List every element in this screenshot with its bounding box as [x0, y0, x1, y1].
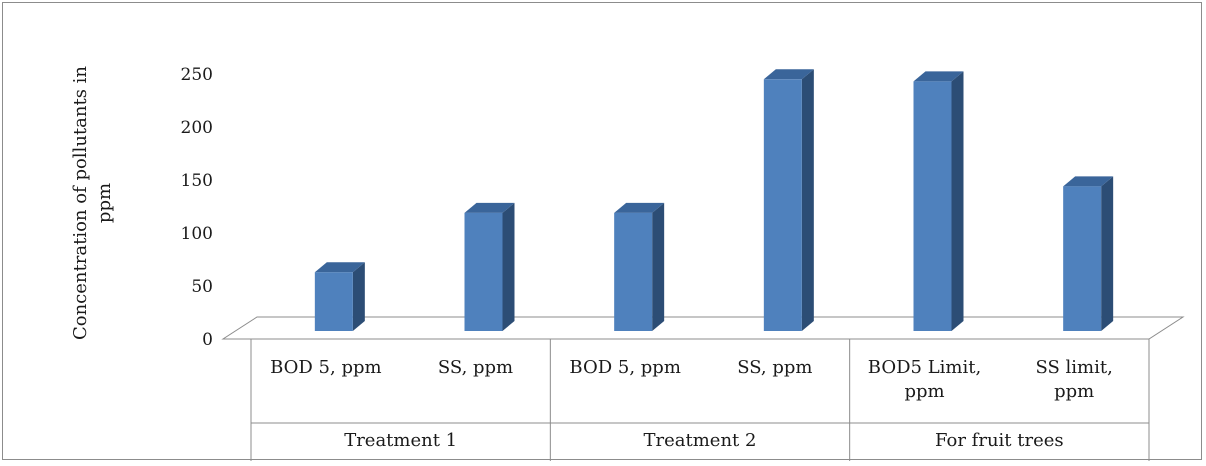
x-tick-label: SS, ppm	[438, 357, 513, 378]
x-tick-label: BOD 5, ppm	[569, 357, 680, 378]
x-tick-label-line: SS limit,	[1035, 357, 1112, 378]
x-group-label: For fruit trees	[935, 430, 1064, 451]
bar-front	[1063, 186, 1102, 331]
x-tick-label: SS limit, ppm	[1035, 357, 1112, 402]
x-group-label: Treatment 2	[644, 430, 757, 451]
x-tick-label: BOD 5, ppm	[270, 357, 381, 378]
bar-top	[1063, 176, 1114, 187]
y-tick-label: 0	[202, 330, 213, 350]
bar	[614, 202, 665, 331]
bar	[763, 69, 814, 332]
bar	[1063, 176, 1114, 331]
y-tick-label: 200	[181, 118, 213, 138]
x-group-label: Treatment 1	[344, 430, 457, 451]
bar-front	[763, 79, 802, 331]
y-tick-label: 250	[181, 65, 213, 85]
x-tick-label-line: BOD 5, ppm	[569, 357, 680, 378]
x-tick-label-line: BOD 5, ppm	[270, 357, 381, 378]
bar-side	[951, 71, 964, 332]
bar-side	[352, 262, 365, 331]
bar-front	[913, 81, 952, 331]
x-tick-label-line: ppm	[904, 381, 944, 402]
bar-front	[614, 212, 653, 331]
x-tick-label: BOD5 Limit, ppm	[868, 357, 981, 402]
bar-top	[763, 69, 814, 80]
bar-top	[314, 262, 365, 273]
bar-top	[464, 202, 515, 213]
bar-side	[1101, 176, 1114, 331]
bar	[314, 262, 365, 331]
x-tick-label-line: SS, ppm	[737, 357, 812, 378]
chart-floor	[221, 316, 1185, 340]
x-tick-label-line: BOD5 Limit,	[868, 357, 981, 378]
y-axis-label-line: ppm	[94, 183, 115, 223]
bar	[464, 202, 515, 331]
bar-front	[314, 272, 353, 331]
bar	[913, 71, 964, 332]
y-tick-label: 50	[191, 277, 213, 297]
bar-chart: Concentration of pollutants in ppm 050100…	[70, 65, 1185, 461]
bar-side	[502, 202, 515, 331]
x-tick-label-line: SS, ppm	[438, 357, 513, 378]
y-axis-label-line: Concentration of pollutants in	[70, 66, 91, 340]
y-tick-label: 150	[181, 171, 213, 191]
bar-side	[801, 69, 814, 332]
bar-top	[614, 202, 665, 213]
bar-front	[464, 212, 503, 331]
y-tick-label: 100	[181, 224, 213, 244]
x-tick-label: SS, ppm	[737, 357, 812, 378]
x-tick-label-line: ppm	[1054, 381, 1094, 402]
bar-top	[913, 71, 964, 82]
y-axis-label: Concentration of pollutants in ppm	[70, 66, 115, 340]
bar-side	[652, 202, 665, 331]
